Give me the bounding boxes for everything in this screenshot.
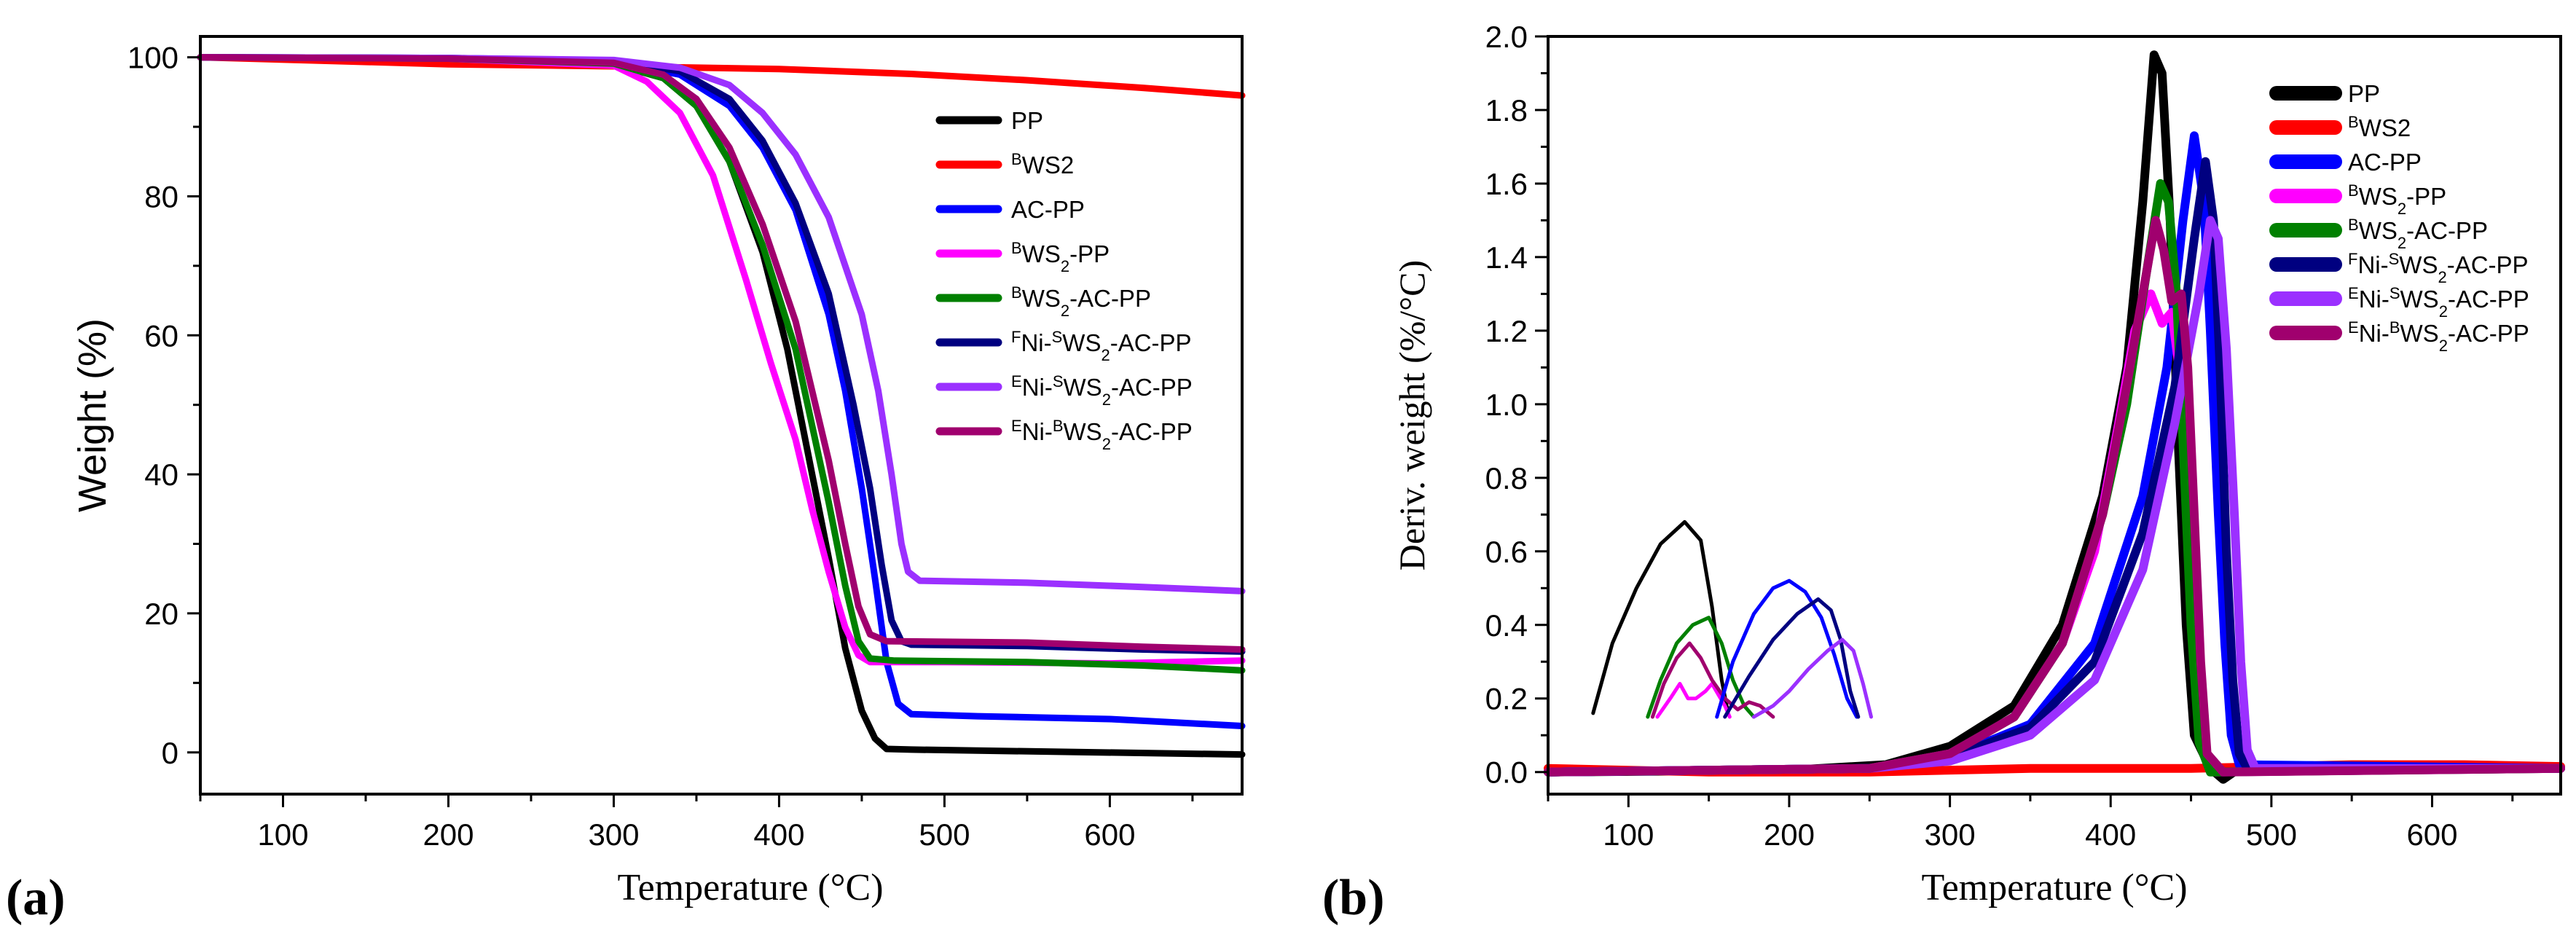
derivative-curves <box>1544 50 2565 784</box>
weight-line-eni-sws2-ac-pp <box>197 54 1246 594</box>
y-tick-label: 40 <box>144 458 178 492</box>
x-tick-label: 600 <box>1084 817 1135 852</box>
low-temp-line-bws2-ac-pp <box>1646 616 1756 719</box>
x-axis-title-a: Temperature (°C) <box>617 867 883 908</box>
legend-item: AC-PP <box>935 196 1085 223</box>
panel-label-a: (a) <box>6 870 66 926</box>
plot-frame-a <box>199 35 1244 796</box>
y-tick-label: 1.6 <box>1485 167 1528 201</box>
low-temperature-curves <box>1591 519 1873 719</box>
y-tick-label: 100 <box>127 41 178 75</box>
low-temp-line-ac-pp <box>1715 578 1859 719</box>
plot-frame-b <box>1547 35 2562 796</box>
y-tick-label: 1.8 <box>1485 93 1528 127</box>
low-temp-line-eni-bws2-ac-pp <box>1650 641 1775 719</box>
x-tick-labels-b: 100 200 300 400 500 600 <box>1603 817 2457 852</box>
y-tick-label: 0 <box>162 736 178 770</box>
x-tick-label: 300 <box>1925 817 1976 852</box>
x-tick-label: 100 <box>257 817 308 852</box>
x-tick-label: 100 <box>1603 817 1654 852</box>
y-tick-label: 0.2 <box>1485 682 1528 716</box>
legend-label: BWS2 <box>1011 150 1074 179</box>
y-tick-label: 0.6 <box>1485 535 1528 569</box>
deriv-line-fni-sws2-ac-pp <box>1544 157 2565 777</box>
legend-item: AC-PP <box>2269 149 2422 176</box>
x-tick-label: 600 <box>2406 817 2457 852</box>
y-tick-label: 20 <box>144 597 178 631</box>
y-tick-label: 80 <box>144 179 178 213</box>
x-axis-title-b: Temperature (°C) <box>1921 867 2187 908</box>
low-temp-line-eni-sws2-ac-pp <box>1751 637 1873 719</box>
x-tick-label: 400 <box>753 817 804 852</box>
x-tick-label: 500 <box>2246 817 2297 852</box>
low-temp-line-pp <box>1591 519 1730 715</box>
y-axis-title-b: Deriv. weight (%/°C) <box>1391 260 1432 570</box>
legend-label: AC-PP <box>2348 149 2422 176</box>
x-tick-label: 300 <box>588 817 639 852</box>
y-axis-title-a: Weight (%) <box>71 318 114 512</box>
weight-line-eni-bws2-ac-pp <box>197 54 1246 653</box>
legend-item: BWS2 <box>935 150 1074 179</box>
legend-item: PP <box>2269 80 2380 107</box>
weight-line-bws2 <box>197 54 1246 99</box>
legend-item: ENi-BWS2-AC-PP <box>935 417 1193 453</box>
legend-label: PP <box>2348 80 2380 107</box>
y-tick-label: 0.8 <box>1485 461 1528 495</box>
chart-panel-a: 100 200 300 400 500 600 0 20 40 60 80 10… <box>6 35 1246 926</box>
y-tick-label: 0.0 <box>1485 755 1528 790</box>
y-tick-label: 1.0 <box>1485 388 1528 422</box>
tick-marks-a <box>187 56 1194 807</box>
y-tick-label: 60 <box>144 318 178 353</box>
y-tick-label: 1.2 <box>1485 314 1528 348</box>
y-tick-labels-a: 0 20 40 60 80 100 <box>127 41 178 770</box>
weight-curves <box>197 54 1246 758</box>
panel-label-b: (b) <box>1322 870 1385 926</box>
deriv-line-eni-sws2-ac-pp <box>1544 216 2565 777</box>
legend-item: BWS2 <box>2269 113 2411 142</box>
x-tick-label: 400 <box>2085 817 2136 852</box>
chart-panel-b: 100 200 300 400 500 600 0.0 0.2 0.4 0.6 0.8 1… <box>1322 20 2565 926</box>
y-tick-label: 1.4 <box>1485 240 1528 275</box>
x-tick-label: 200 <box>423 817 474 852</box>
y-tick-label: 0.4 <box>1485 608 1528 643</box>
legend-a: PPBWS2AC-PPBWS2-PPBWS2-AC-PPFNi-SWS2-AC-… <box>935 107 1193 453</box>
y-tick-label: 2.0 <box>1485 20 1528 54</box>
x-tick-label: 200 <box>1764 817 1815 852</box>
legend-label: AC-PP <box>1011 196 1085 223</box>
low-temp-line-fni-sws2-ac-pp <box>1723 597 1861 719</box>
legend-label: BWS2 <box>2348 113 2411 142</box>
legend-item: PP <box>935 107 1043 134</box>
x-tick-labels-a: 100 200 300 400 500 600 <box>257 817 1135 852</box>
tick-marks-b <box>1535 35 2514 807</box>
deriv-line-eni-bws2-ac-pp <box>1544 216 2565 777</box>
x-tick-label: 500 <box>919 817 970 852</box>
legend-label: PP <box>1011 107 1043 134</box>
y-tick-labels-b: 0.0 0.2 0.4 0.6 0.8 1.0 1.2 1.4 1.6 1.8 2.0 <box>1485 20 1528 790</box>
